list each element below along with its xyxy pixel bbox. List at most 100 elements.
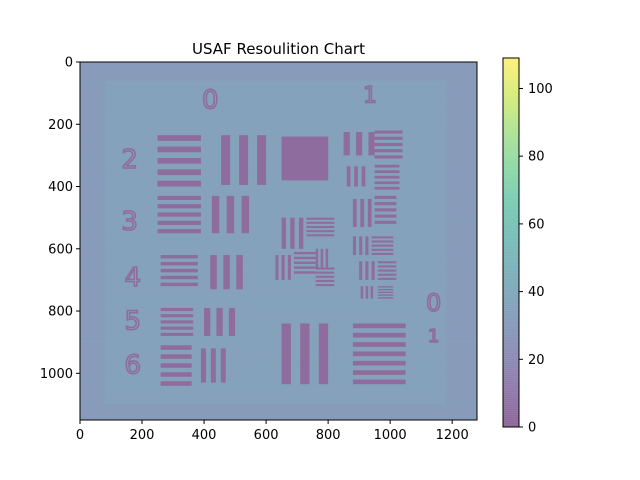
noise-line: [80, 296, 477, 298]
noise-line: [80, 330, 477, 332]
noise-line: [80, 410, 477, 412]
resolution-bar: [315, 284, 335, 287]
noise-line: [80, 166, 477, 168]
resolution-bar: [221, 135, 231, 185]
resolution-bar: [374, 175, 400, 179]
resolution-bar: [287, 255, 291, 280]
resolution-bar: [157, 157, 201, 164]
resolution-bar: [377, 288, 394, 291]
resolution-bar: [318, 323, 329, 385]
resolution-bar: [294, 251, 316, 255]
noise-line: [80, 390, 477, 392]
noise-line: [80, 380, 477, 382]
resolution-bar: [275, 255, 279, 280]
resolution-bar: [365, 261, 369, 280]
heatmap-image: 0 1 2 3 4 5 6 0 1: [80, 62, 477, 420]
noise-line: [80, 136, 477, 138]
x-tick-label: 1000: [374, 428, 407, 443]
resolution-bar: [365, 286, 369, 299]
x-tick-label: 400: [192, 428, 217, 443]
resolution-bar: [377, 261, 397, 264]
y-tick-label: 400: [48, 180, 73, 195]
noise-line: [80, 161, 477, 163]
noise-line: [80, 375, 477, 377]
resolution-bar: [352, 370, 406, 375]
resolution-bar: [306, 230, 335, 233]
resolution-bar: [359, 236, 363, 256]
resolution-bar: [157, 195, 201, 201]
resolution-bar: [377, 291, 394, 294]
resolution-bar: [356, 132, 363, 156]
noise-line: [80, 370, 477, 372]
resolution-bar: [374, 195, 397, 199]
resolution-bar: [160, 282, 198, 287]
resolution-bar: [160, 314, 194, 318]
resolution-bar: [157, 135, 201, 141]
noise-line: [80, 66, 477, 68]
resolution-bar: [160, 320, 194, 324]
noise-line: [80, 301, 477, 303]
resolution-bar: [160, 326, 194, 330]
noise-line: [80, 236, 477, 238]
resolution-bar: [160, 372, 192, 377]
resolution-bar: [239, 135, 249, 185]
noise-line: [80, 400, 477, 402]
noise-line: [80, 76, 477, 78]
resolution-bar: [368, 132, 375, 156]
resolution-bar: [374, 130, 403, 134]
resolution-bar: [315, 267, 335, 270]
resolution-bar: [241, 195, 250, 234]
resolution-bar: [315, 248, 319, 268]
resolution-bar: [160, 307, 194, 312]
resolution-bar: [294, 256, 316, 260]
y-tick-label: 200: [48, 118, 73, 133]
resolution-bar: [281, 217, 286, 249]
resolution-bar: [374, 202, 397, 206]
noise-line: [80, 126, 477, 128]
resolution-bar: [216, 307, 223, 336]
y-tick-label: 0: [65, 56, 73, 71]
resolution-bar: [377, 294, 394, 296]
resolution-bar: [371, 252, 394, 256]
resolution-bar: [360, 286, 364, 299]
noise-line: [80, 306, 477, 308]
resolution-bar: [160, 268, 198, 273]
y-tick-label: 1000: [40, 367, 73, 382]
resolution-bar: [374, 220, 397, 224]
target-digit: 1: [428, 326, 439, 347]
resolution-bar: [367, 198, 372, 227]
x-axis: 0 200 400 600 800 1000 1200: [76, 420, 469, 443]
noise-line: [80, 186, 477, 188]
noise-line: [80, 131, 477, 133]
noise-line: [80, 171, 477, 173]
resolution-bar: [374, 181, 400, 185]
noise-line: [80, 335, 477, 337]
resolution-bar: [315, 279, 335, 282]
resolution-bar: [352, 236, 357, 256]
noise-line: [80, 116, 477, 118]
resolution-bar: [352, 198, 357, 227]
noise-line: [80, 71, 477, 73]
resolution-bar: [352, 360, 406, 366]
target-digit: 0: [426, 289, 441, 317]
noise-line: [80, 106, 477, 108]
target-digit: 6: [124, 350, 141, 380]
noise-line: [80, 241, 477, 243]
noise-line: [80, 286, 477, 288]
colorbar-tick-label: 60: [528, 217, 545, 232]
noise-line: [80, 206, 477, 208]
noise-line: [80, 340, 477, 342]
x-tick-label: 800: [316, 428, 341, 443]
resolution-bar: [157, 204, 201, 209]
noise-line: [80, 316, 477, 318]
resolution-bar: [374, 214, 397, 218]
noise-line: [80, 350, 477, 352]
resolution-bar: [157, 220, 201, 225]
resolution-bar: [370, 286, 374, 299]
noise-line: [80, 321, 477, 323]
resolution-bar: [281, 136, 329, 181]
resolution-bar: [306, 225, 335, 229]
noise-line: [80, 395, 477, 397]
resolution-bar: [377, 297, 394, 299]
resolution-bar: [294, 266, 316, 269]
